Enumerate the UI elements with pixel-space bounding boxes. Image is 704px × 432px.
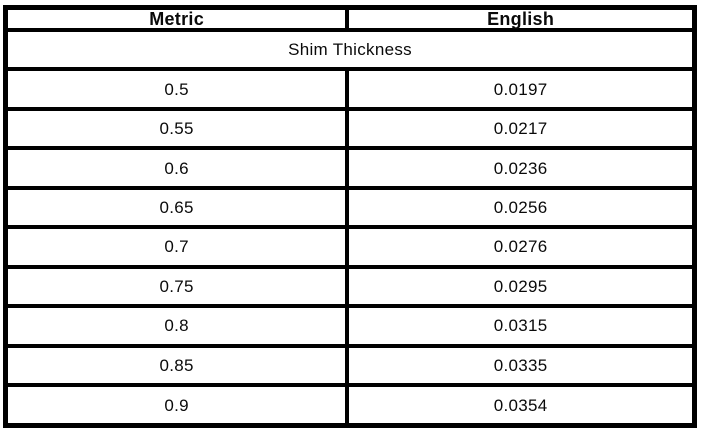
header-row: Metric English bbox=[3, 5, 697, 32]
english-cell: 0.0295 bbox=[345, 264, 697, 309]
table-row: 0.5 0.0197 bbox=[3, 67, 697, 111]
metric-cell: 0.5 bbox=[3, 67, 350, 111]
metric-cell: 0.7 bbox=[3, 225, 350, 269]
metric-cell: 0.55 bbox=[3, 106, 350, 151]
table-row: 0.8 0.0315 bbox=[3, 304, 697, 348]
table-row: 0.75 0.0295 bbox=[3, 264, 697, 309]
english-cell: 0.0315 bbox=[345, 304, 697, 348]
metric-cell: 0.75 bbox=[3, 264, 350, 309]
shim-thickness-conversion-table: Metric English Shim Thickness 0.5 0.0197… bbox=[3, 5, 697, 428]
table-row: 0.55 0.0217 bbox=[3, 106, 697, 151]
table-row: 0.7 0.0276 bbox=[3, 225, 697, 269]
table-row: 0.9 0.0354 bbox=[3, 383, 697, 428]
english-cell: 0.0197 bbox=[345, 67, 697, 111]
metric-cell: 0.6 bbox=[3, 146, 350, 190]
english-cell: 0.0335 bbox=[345, 343, 697, 388]
table-row: 0.6 0.0236 bbox=[3, 146, 697, 190]
english-cell: 0.0236 bbox=[345, 146, 697, 190]
table-row: 0.65 0.0256 bbox=[3, 185, 697, 230]
english-cell: 0.0354 bbox=[345, 383, 697, 428]
english-cell: 0.0256 bbox=[345, 185, 697, 230]
column-header-english: English bbox=[345, 5, 697, 32]
metric-cell: 0.8 bbox=[3, 304, 350, 348]
section-title: Shim Thickness bbox=[3, 27, 697, 72]
metric-cell: 0.9 bbox=[3, 383, 350, 428]
column-header-metric: Metric bbox=[3, 5, 350, 32]
metric-cell: 0.85 bbox=[3, 343, 350, 388]
table-row: 0.85 0.0335 bbox=[3, 343, 697, 388]
section-title-row: Shim Thickness bbox=[3, 27, 697, 72]
english-cell: 0.0217 bbox=[345, 106, 697, 151]
metric-cell: 0.65 bbox=[3, 185, 350, 230]
english-cell: 0.0276 bbox=[345, 225, 697, 269]
